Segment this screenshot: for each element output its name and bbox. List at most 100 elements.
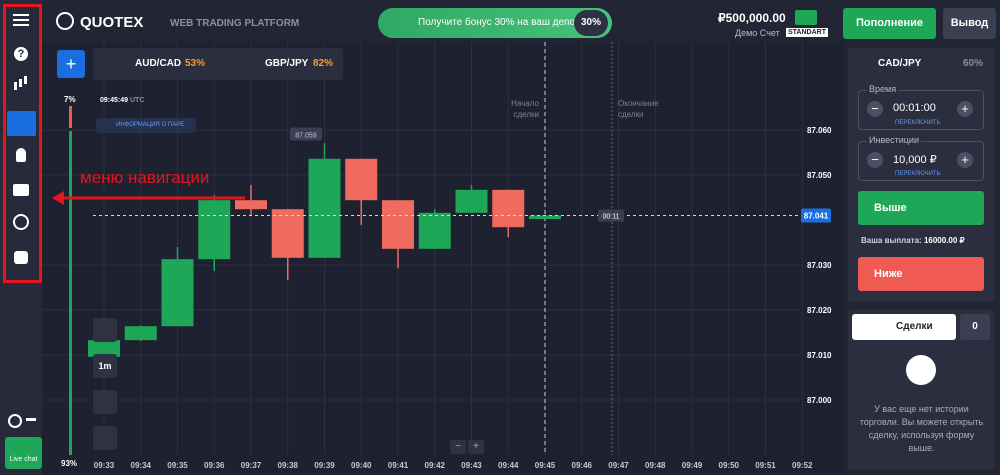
trade-end-label: Окончание сделки — [618, 99, 659, 119]
panel-pair[interactable]: CAD/JPY — [878, 58, 922, 69]
trade-start-word: сделки — [514, 110, 540, 119]
payout-row: Ваша выплата: 16000.00 ₽ — [861, 236, 965, 245]
highlight-box — [3, 4, 42, 283]
logo: QUOTEX — [80, 14, 144, 31]
down-button[interactable]: Ниже — [858, 257, 984, 291]
candle-body — [455, 189, 488, 213]
tab-bar: AUD/CAD 53% GBP/JPY 82% — [93, 48, 343, 80]
tab-pair[interactable]: GBP/JPY — [265, 58, 309, 69]
pair-info[interactable]: ИНФОРМАЦИЯ О ПАРЕ — [96, 118, 196, 133]
trades-tab[interactable]: Сделки — [852, 314, 956, 340]
hover-tag — [290, 127, 322, 141]
coins-icon[interactable] — [14, 251, 28, 264]
tab-payout: 82% — [313, 58, 334, 69]
deposit-button[interactable]: Пополнение — [843, 8, 936, 39]
account-type: STANDART — [786, 28, 828, 37]
trades-count: 0 — [960, 314, 990, 340]
indicators[interactable] — [93, 426, 117, 450]
sidebar: ? Live chat — [0, 0, 42, 475]
settings-icon[interactable] — [8, 414, 22, 428]
invest-box: Инвестиции − 10,000 ₽ + ПЕРЕКЛЮЧИТЬ — [858, 135, 984, 181]
countdown-bg — [598, 209, 624, 222]
logo-icon — [56, 12, 74, 30]
trade-start-word: Начало — [511, 99, 539, 108]
withdraw-button[interactable]: Вывод — [943, 8, 996, 39]
trade-start-label: Начало сделки — [511, 99, 539, 119]
payout-label: Ваша выплата: — [861, 236, 922, 245]
sell-bar — [69, 106, 72, 128]
candle-body — [382, 200, 414, 249]
sell-share: 7% — [64, 95, 76, 104]
time-box: Время − 00:01:00 + ПЕРЕКЛЮЧИТЬ — [858, 84, 984, 130]
zoom-in[interactable]: + — [468, 440, 484, 454]
chart-type[interactable] — [93, 390, 117, 414]
draw-tool[interactable] — [93, 318, 117, 342]
empty-text: У вас еще нет истории торговли. Вы может… — [859, 404, 984, 453]
time-minus[interactable]: − — [867, 101, 883, 117]
signals-icon[interactable] — [13, 214, 29, 230]
candle-body — [161, 259, 194, 327]
x-tick-label: 09:48 — [645, 461, 666, 470]
x-tick-label: 09:52 — [792, 461, 813, 470]
hover-price: 87.059 — [295, 133, 317, 140]
candle-body — [235, 200, 267, 210]
up-button[interactable]: Выше — [858, 191, 984, 225]
price-tag — [801, 208, 831, 223]
invest-minus[interactable]: − — [867, 152, 883, 168]
chart-icon[interactable] — [14, 82, 17, 90]
x-tick-label: 09:36 — [204, 461, 225, 470]
time-value[interactable]: 00:01:00 — [893, 102, 936, 114]
time-plus[interactable]: + — [957, 101, 973, 117]
account-icon — [795, 10, 817, 25]
buy-share: 93% — [61, 459, 78, 468]
switch-time[interactable]: ПЕРЕКЛЮЧИТЬ — [895, 120, 941, 126]
y-tick-label: 87.060 — [807, 126, 832, 135]
trade-end-word: Окончание — [618, 99, 659, 108]
annotation: меню навигации — [80, 168, 210, 187]
live-chat[interactable]: Live chat — [5, 437, 42, 469]
x-tick-label: 09:38 — [278, 461, 299, 470]
trades-panel: Сделки 0 У вас еще нет истории торговли.… — [848, 310, 995, 470]
clock: 09:45:49 UTC — [100, 97, 144, 104]
trade-end-word: сделки — [618, 110, 644, 119]
trade-panel: CAD/JPY 60% Время − 00:01:00 + ПЕРЕКЛЮЧИ… — [848, 48, 995, 302]
x-tick-label: 09:41 — [388, 461, 409, 470]
tab-pair[interactable]: AUD/CAD — [135, 58, 182, 69]
x-tick-label: 09:45 — [535, 461, 556, 470]
timeframe[interactable]: 1m — [93, 354, 117, 378]
market-icon[interactable] — [13, 184, 29, 196]
y-tick-label: 87.010 — [807, 351, 832, 360]
switch-invest[interactable]: ПЕРЕКЛЮЧИТЬ — [895, 171, 941, 177]
x-tick-label: 09:49 — [682, 461, 703, 470]
x-tick-label: 09:39 — [314, 461, 335, 470]
chart-bg — [42, 42, 845, 475]
y-tick-label: 87.050 — [807, 171, 832, 180]
candle-body — [271, 209, 304, 258]
candle-body — [124, 326, 157, 341]
invest-label: Инвестиции — [867, 135, 921, 145]
invest-value[interactable]: 10,000 ₽ — [893, 154, 937, 166]
candle-body — [198, 200, 231, 260]
zoom-out[interactable]: − — [450, 440, 466, 454]
promo-badge: 30% — [574, 10, 608, 36]
x-tick-label: 09:33 — [94, 461, 115, 470]
x-tick-label: 09:40 — [351, 461, 372, 470]
menu-icon[interactable] — [13, 14, 29, 16]
buy-bar — [69, 131, 72, 455]
x-tick-label: 09:44 — [498, 461, 519, 470]
candle-body — [529, 215, 561, 220]
promo[interactable]: Получите бонус 30% на ваш депозит 30% — [378, 8, 612, 38]
invest-plus[interactable]: + — [957, 152, 973, 168]
add-tab[interactable]: + — [57, 50, 85, 78]
education-icon[interactable] — [7, 111, 36, 136]
x-tick-label: 09:35 — [167, 461, 188, 470]
candle-body — [345, 158, 378, 201]
balance[interactable]: ₽500,000.00 — [718, 11, 786, 25]
profile-icon[interactable] — [16, 148, 26, 162]
help-icon[interactable]: ? — [14, 47, 28, 61]
empty-icon — [906, 355, 936, 385]
payout-value: 16000.00 ₽ — [923, 236, 965, 245]
exit-icon[interactable] — [26, 418, 36, 421]
tab-payout: 53% — [185, 58, 206, 69]
